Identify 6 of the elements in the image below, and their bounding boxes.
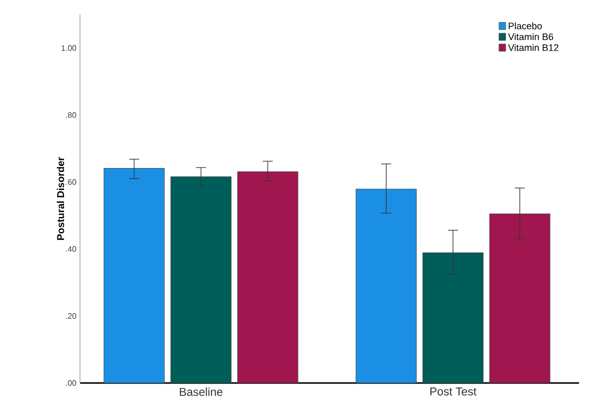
x-tick-label: Baseline	[180, 388, 222, 396]
y-axis-title: Postural Disorder	[56, 157, 64, 240]
legend-label: Vitamin B6	[508, 33, 554, 40]
x-tick-label: Post Test	[430, 388, 476, 396]
legend-label: Vitamin B12	[508, 44, 558, 51]
legend-label: Placebo	[508, 22, 542, 30]
